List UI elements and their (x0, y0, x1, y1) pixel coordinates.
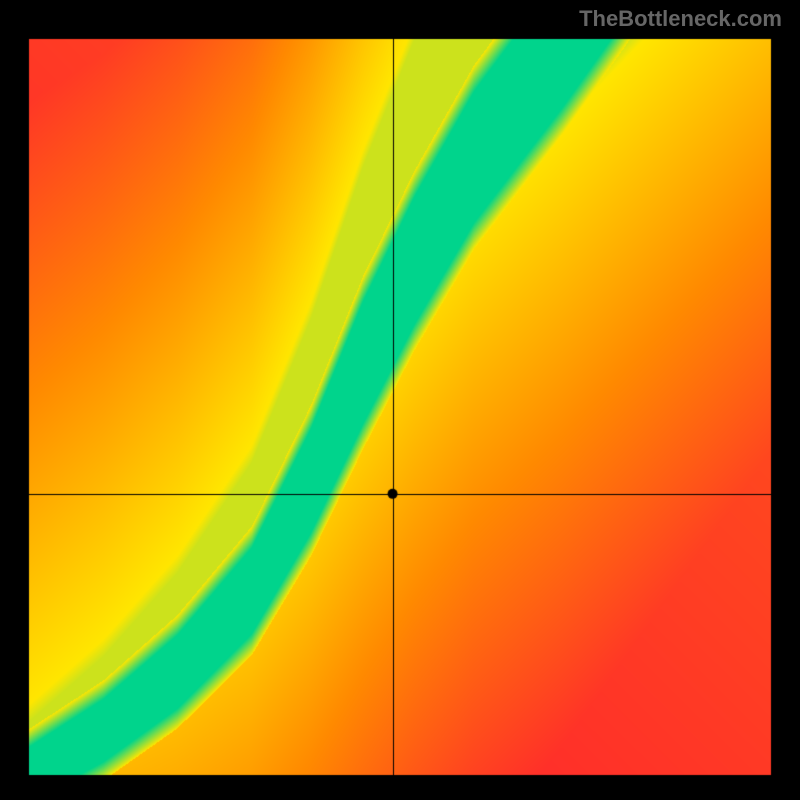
heatmap-canvas (0, 0, 800, 800)
watermark-text: TheBottleneck.com (579, 6, 782, 32)
chart-container: TheBottleneck.com (0, 0, 800, 800)
